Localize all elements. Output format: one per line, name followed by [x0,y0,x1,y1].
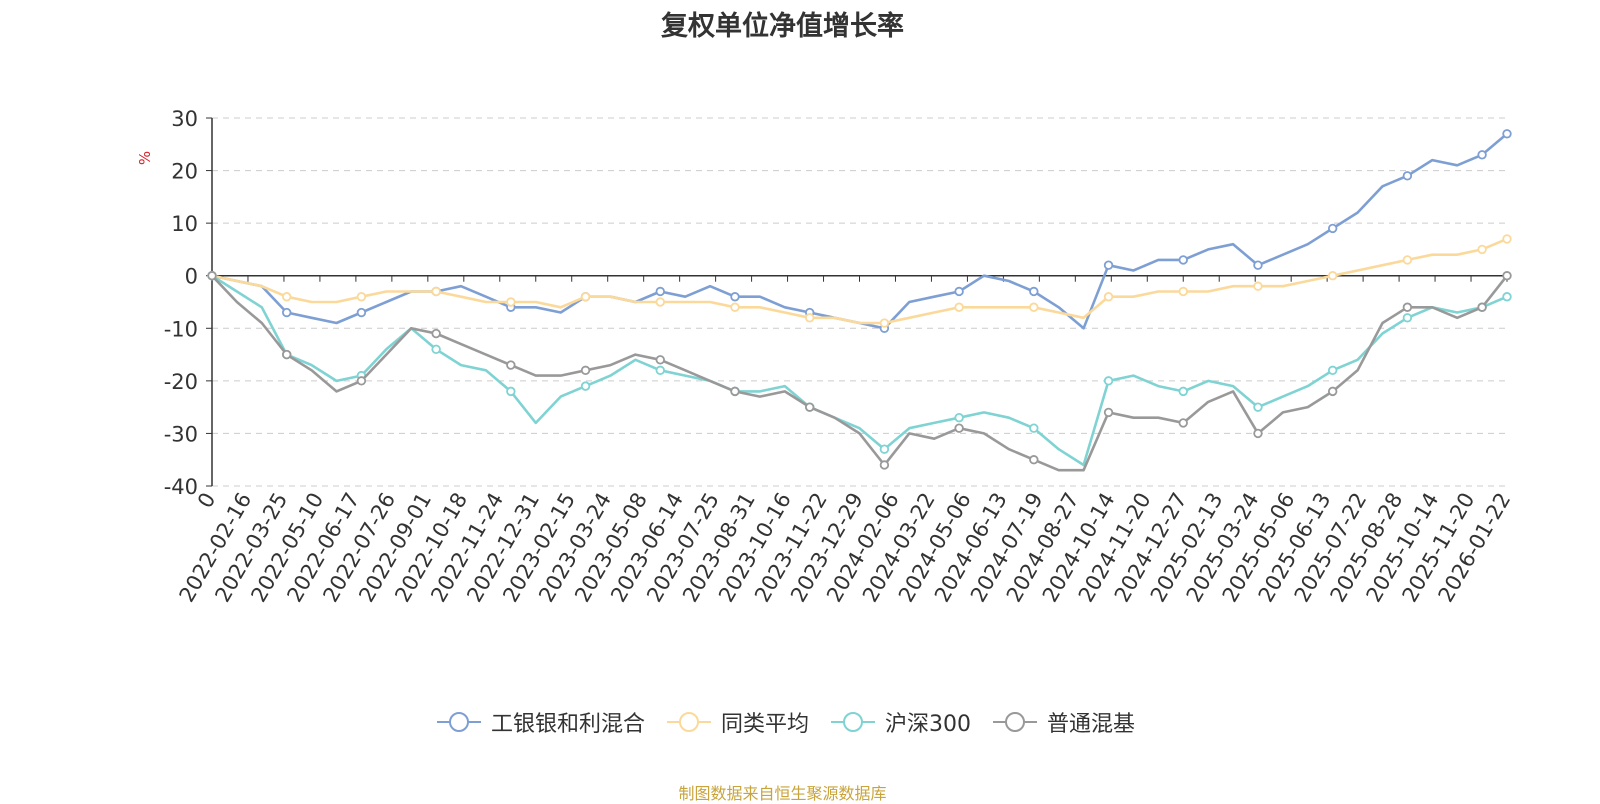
data-point [730,302,740,312]
data-point [282,307,292,318]
line-chart: 3020100-10-20-30-4002022-02-162022-03-25… [136,107,1516,606]
data-point [655,286,665,297]
data-point [1253,281,1263,291]
data-point [282,292,292,302]
y-tick-label: 20 [171,160,198,184]
data-point [954,286,964,297]
legend-item-3[interactable]: 普通混基 [991,706,1135,738]
data-point [804,402,815,412]
y-tick-label: 30 [171,107,198,131]
data-point [506,297,516,307]
y-tick-label: -10 [164,317,198,341]
legend-label: 工银银和利混合 [490,712,645,737]
data-point [1477,244,1487,255]
data-point [1103,407,1114,418]
legend-marker-icon [436,712,481,732]
data-point [1029,423,1039,433]
data-point [954,302,964,312]
data-point [954,423,964,433]
data-point [207,271,217,281]
data-point [1029,455,1039,465]
data-point [1103,376,1114,386]
data-point [1502,234,1512,244]
data-point [1402,302,1413,312]
data-point [730,292,740,302]
legend-item-2[interactable]: 沪深300 [829,706,971,738]
y-tick-label: -30 [164,422,198,446]
legend-item-0[interactable]: 工银银和利混合 [435,706,645,738]
chart-title: 复权单位净值增长率 [661,11,904,42]
legend: 工银银和利混合 同类平均 沪深300 普通混基 [0,706,1570,738]
data-point [1103,292,1114,302]
data-point [1327,271,1338,281]
data-point [356,376,367,386]
data-point [506,360,516,370]
legend-label: 同类平均 [720,712,809,737]
data-point [1178,386,1188,397]
data-point [580,381,591,391]
data-point [1253,428,1263,439]
data-point [431,328,441,339]
legend-marker-icon [993,712,1037,732]
data-point [1327,223,1338,234]
data-point [804,313,815,323]
data-point [1029,286,1039,297]
y-tick-label: 10 [171,212,198,236]
y-tick-label: -40 [164,475,198,499]
data-point [1502,129,1512,139]
data-point [655,355,665,365]
legend-item-1[interactable]: 同类平均 [665,706,809,738]
y-axis-label: % [136,151,154,165]
data-point [730,386,740,397]
data-point [954,412,964,423]
axes: 3020100-10-20-30-4002022-02-162022-03-25… [164,107,1516,606]
data-point [1402,171,1413,181]
data-point [1327,365,1338,376]
series-line-1 [211,237,1508,325]
series-line-3 [211,274,1509,472]
y-tick-label: 0 [185,265,198,289]
legend-marker-icon [831,712,875,732]
data-point [879,444,890,454]
data-point [1502,292,1512,302]
legend-marker-icon [666,712,711,732]
data-point [1402,255,1413,265]
legend-label: 普通混基 [1047,712,1136,737]
data-point [1502,271,1512,281]
data-point [879,318,890,328]
series-lines [207,129,1512,472]
data-point [1477,302,1487,312]
data-point [1253,402,1263,412]
data-point [1029,302,1039,312]
data-point [879,460,890,470]
data-point [655,297,665,307]
data-point [1477,150,1487,160]
data-point [282,349,292,360]
data-point [1327,386,1338,397]
legend-label: 沪深300 [885,712,971,737]
data-point [1178,418,1188,428]
source-note: 制图数据来自恒生聚源数据库 [678,784,887,803]
data-point [356,292,367,302]
data-point [431,344,441,355]
data-point [431,286,441,297]
x-tick-label: 0 [193,489,220,513]
data-point [580,292,591,302]
data-point [506,386,516,397]
data-point [1178,255,1188,265]
data-point [1253,260,1263,270]
data-point [356,307,367,318]
y-tick-label: -20 [164,370,198,394]
data-point [1402,313,1413,323]
series-line-0 [211,132,1508,330]
data-point [1103,260,1114,270]
series-line-2 [211,274,1508,467]
gridlines [212,117,1507,487]
data-point [655,365,665,376]
data-point [1178,286,1188,297]
data-point [580,365,591,376]
